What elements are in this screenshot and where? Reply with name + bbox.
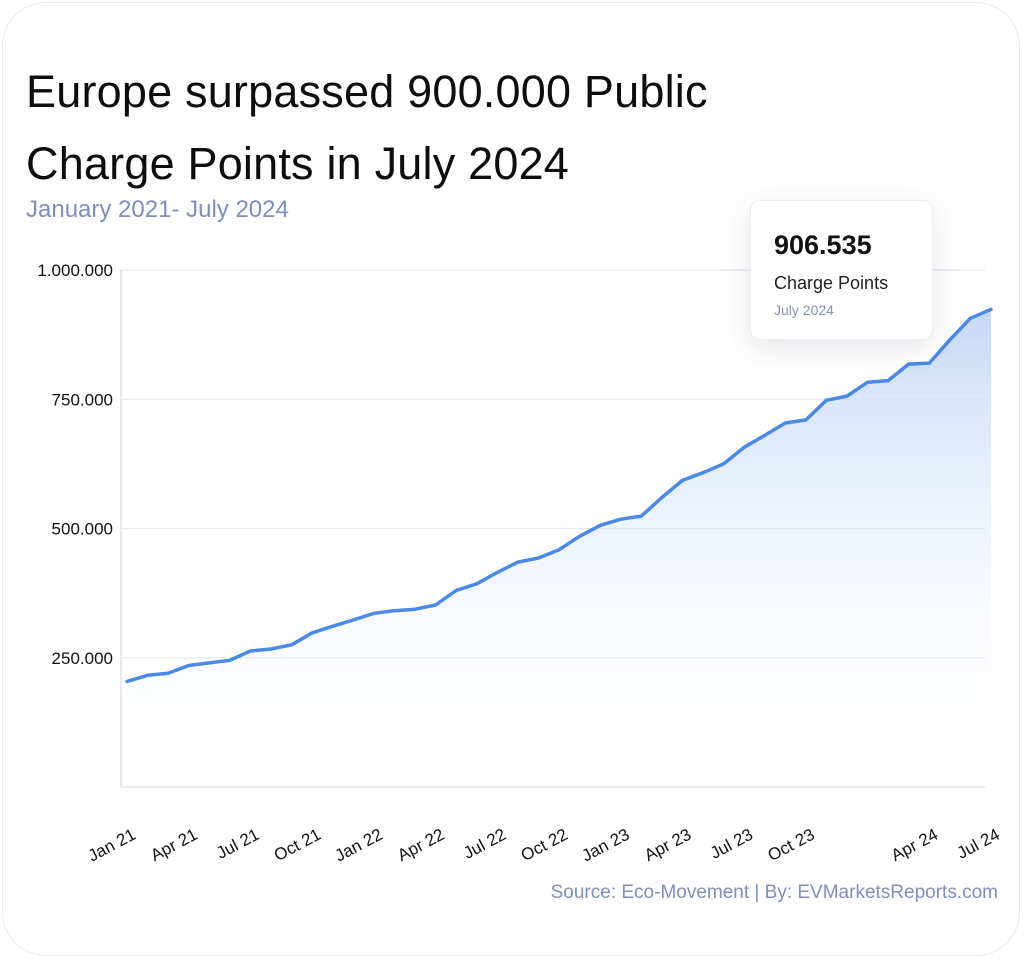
x-tick-label: Oct 22 [518, 825, 571, 865]
x-tick-label: Apr 23 [641, 825, 694, 865]
x-tick-label: Jul 24 [954, 825, 1003, 863]
y-tick-label: 500.000 [52, 520, 113, 539]
x-tick-label: Jul 21 [213, 825, 262, 863]
x-tick-label: Jan 22 [332, 825, 386, 866]
source-credit: Source: Eco-Movement | By: EVMarketsRepo… [550, 882, 998, 903]
value-tooltip: 906.535 Charge Points July 2024 [750, 200, 933, 340]
y-tick-label: 250.000 [52, 649, 113, 668]
x-tick-label: Oct 21 [271, 825, 324, 865]
x-tick-label: Jan 23 [579, 825, 633, 866]
x-tick-label: Oct 23 [765, 825, 818, 865]
x-tick-label: Jan 21 [85, 825, 139, 866]
series-line [125, 307, 993, 684]
tooltip-label: Charge Points [774, 273, 889, 293]
chart-title: Europe surpassed 900.000 Public Charge P… [26, 66, 708, 189]
x-tick-label: Jul 22 [460, 825, 509, 863]
chart-subtitle: January 2021- July 2024 [26, 196, 289, 223]
tooltip-value: 906.535 [774, 230, 872, 260]
y-tick-label: 1.000.000 [37, 261, 113, 280]
x-tick-label: Jul 23 [707, 825, 756, 863]
tooltip-date: July 2024 [774, 302, 834, 318]
x-tick-label: Apr 22 [394, 825, 447, 865]
x-tick-label: Apr 24 [888, 825, 941, 865]
y-tick-label: 750.000 [52, 390, 113, 409]
area-fill [127, 309, 991, 787]
x-tick-label: Apr 21 [147, 825, 200, 865]
